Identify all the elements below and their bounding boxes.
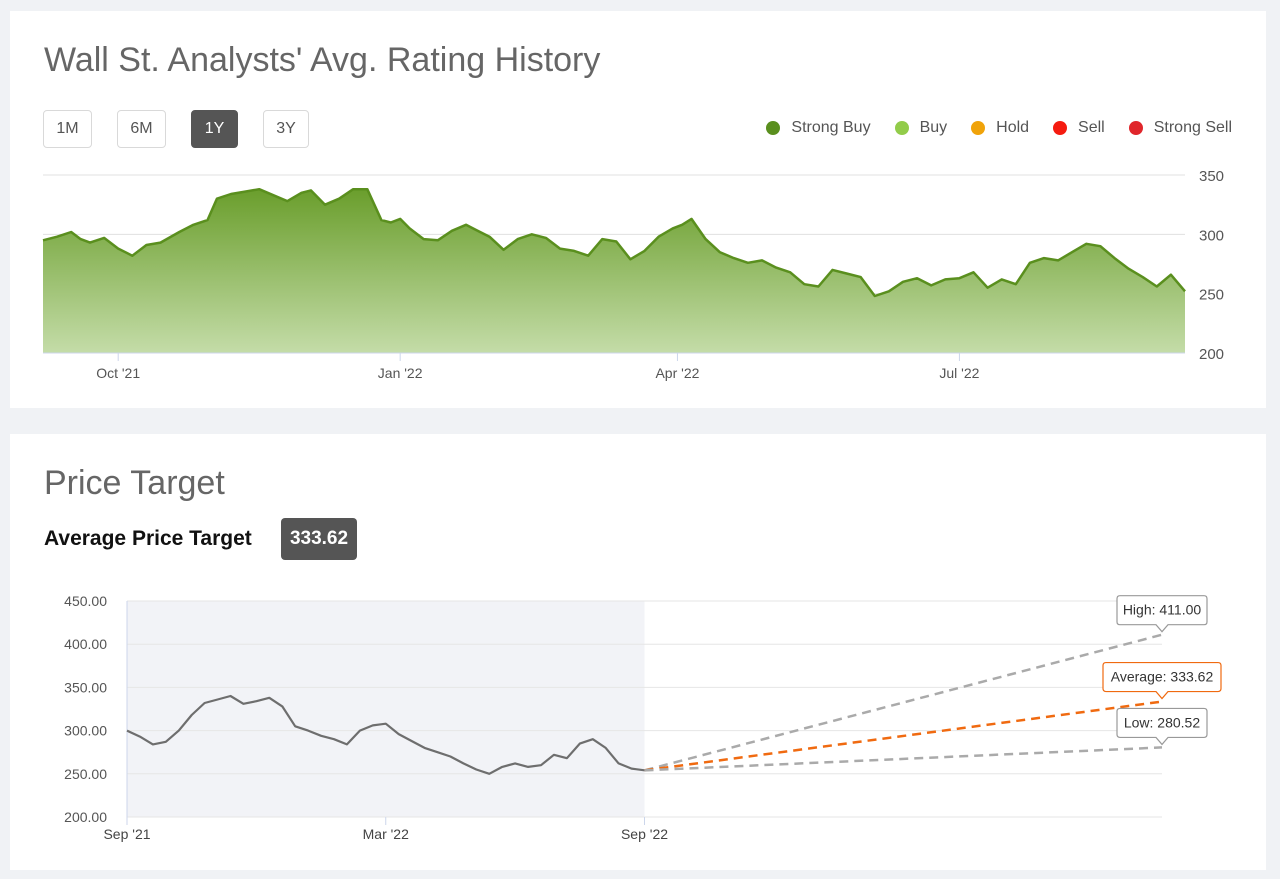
projection-callout-label-low: Low: 280.52	[1124, 714, 1200, 730]
price-target-chart: 450.00400.00350.00300.00250.00200.00Sep …	[64, 593, 1222, 842]
rating-x-tick-label: Oct '21	[96, 365, 140, 381]
range-button-1m[interactable]: 1M	[43, 110, 92, 148]
average-price-target-badge: 333.62	[281, 518, 357, 560]
target-y-tick-label: 350.00	[64, 679, 107, 695]
price-history-line	[126, 694, 645, 775]
legend-label-buy: Buy	[919, 119, 948, 136]
legend-label-sell: Sell	[1078, 119, 1105, 136]
legend-item-sell[interactable]: Sell	[1053, 119, 1105, 137]
projection-callout-low: Low: 280.52	[1116, 707, 1208, 746]
legend-dot-sell	[1053, 121, 1068, 135]
target-y-tick-label: 300.00	[64, 723, 107, 739]
projection-callout-label-average: Average: 333.62	[1111, 669, 1214, 685]
rating-x-tick-label: Jan '22	[378, 365, 423, 381]
target-y-tick-label: 250.00	[64, 766, 107, 782]
target-x-tick-label: Mar '22	[363, 826, 409, 842]
legend-item-strong-buy[interactable]: Strong Buy	[766, 119, 871, 137]
legend-dot-strong-sell	[1128, 121, 1143, 135]
price-target-card: Price Target Average Price Target 333.62…	[10, 434, 1266, 870]
projection-callout-box-average	[1102, 661, 1222, 700]
rating-area-line	[42, 187, 1186, 298]
rating-x-tick-label: Jul '22	[939, 365, 979, 381]
rating-history-card: Wall St. Analysts' Avg. Rating History 1…	[10, 11, 1266, 408]
projection-callout-box-high	[1116, 595, 1208, 633]
rating-history-chart: 350 300 250 200 Oct '21 Jan '22 Apr '22 Jul '22	[42, 168, 1224, 381]
legend-label-strong-sell: Strong Sell	[1153, 119, 1232, 136]
legend-dot-buy	[894, 121, 909, 135]
average-price-target-label: Average Price Target	[44, 527, 252, 550]
legend-item-buy[interactable]: Buy	[894, 119, 948, 137]
legend-item-hold[interactable]: Hold	[971, 119, 1029, 137]
projection-callout-box-low	[1116, 707, 1208, 746]
legend-item-strong-sell[interactable]: Strong Sell	[1128, 119, 1232, 137]
projection-callout-average: Average: 333.62	[1102, 661, 1222, 700]
projection-line-average	[644, 700, 1163, 772]
rating-y-tick-label: 300	[1199, 227, 1224, 244]
legend-dot-strong-buy	[766, 121, 781, 135]
range-button-1y[interactable]: 1Y	[191, 110, 238, 148]
rating-legend: Strong Buy Buy Hold Sell Strong Sell	[766, 119, 1232, 137]
range-button-3y[interactable]: 3Y	[263, 110, 309, 148]
projection-callout-high: High: 411.00	[1116, 595, 1208, 633]
rating-area-fill	[43, 189, 1185, 353]
rating-x-tick-label: Apr '22	[655, 365, 699, 381]
target-x-tick-label: Sep '22	[621, 826, 668, 842]
target-y-tick-label: 450.00	[64, 593, 107, 609]
projection-callout-label-high: High: 411.00	[1123, 602, 1202, 618]
legend-label-strong-buy: Strong Buy	[791, 119, 871, 136]
range-button-6m[interactable]: 6M	[117, 110, 166, 148]
target-x-tick-label: Sep '21	[103, 826, 150, 842]
rating-y-tick-label: 250	[1199, 287, 1224, 304]
rating-y-tick-label: 350	[1199, 168, 1224, 185]
target-y-tick-label: 400.00	[64, 636, 107, 652]
projection-line-low	[644, 746, 1163, 772]
legend-label-hold: Hold	[996, 119, 1030, 136]
rating-history-title: Wall St. Analysts' Avg. Rating History	[44, 41, 601, 79]
target-y-tick-label: 200.00	[64, 809, 107, 825]
legend-dot-hold	[971, 121, 986, 135]
rating-y-tick-label: 200	[1199, 346, 1224, 363]
history-shaded-region	[127, 601, 645, 817]
price-target-title: Price Target	[44, 464, 225, 502]
